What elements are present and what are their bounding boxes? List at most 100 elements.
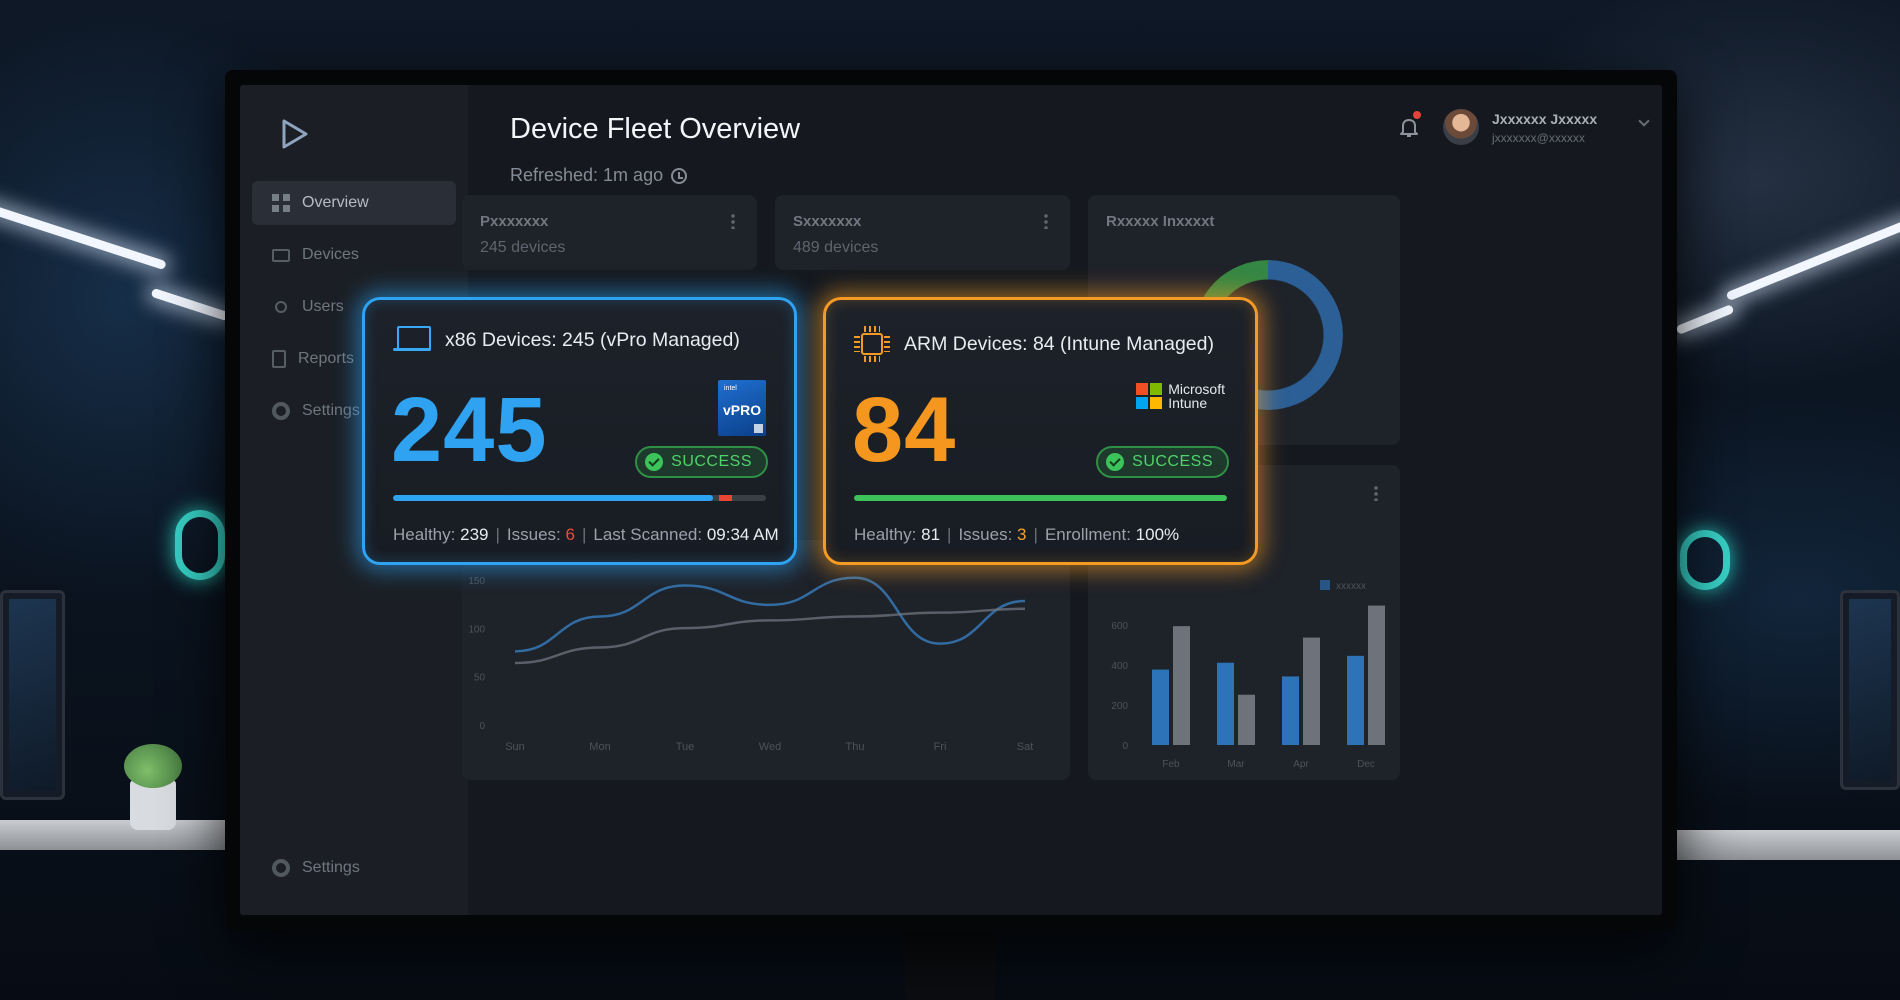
chevron-down-icon[interactable] [1638,115,1650,127]
page-title: Device Fleet Overview [510,113,801,145]
x-tick-label: Fri [934,741,947,753]
issues-value: 3 [1017,525,1027,544]
healthy-value: 239 [460,525,489,544]
bar-gray [1368,605,1385,745]
gear-icon [272,402,290,420]
dashboard-screen: Overview Devices Users Reports Settings [240,85,1662,915]
line-chart: 150 100 50 0 Sun Mon Tue Wed Thu Fri Sat [468,576,1034,753]
sidebar-bottom-label: Settings [302,859,360,876]
bar-blue [1217,662,1234,745]
y-tick-label: 200 [1111,701,1128,712]
notification-bell-icon[interactable] [1397,115,1421,139]
panel-title: Sxxxxxxx [793,213,862,230]
sidebar-item-label: Settings [302,402,360,419]
x-tick-label: Dec [1357,759,1375,770]
plant [124,744,182,830]
avatar[interactable] [1443,109,1479,145]
panel-title: Rxxxxx Inxxxxt [1106,213,1215,230]
healthy-value: 81 [921,525,941,544]
enrollment-label: Enrollment: [1044,525,1131,544]
bar-chart: xxxxxx 600 400 200 0 Feb Mar Apr Dec [1111,580,1385,770]
x86-devices-card[interactable]: x86 Devices: 245 (vPro Managed) intel vP… [362,297,797,565]
processor-chip-icon [854,326,890,362]
bar-gray [1238,694,1255,745]
arm-devices-card[interactable]: ARM Devices: 84 (Intune Managed) Microso… [823,297,1258,565]
bar-gray [1173,626,1190,745]
x-tick-label: Mar [1227,759,1245,770]
y-tick-label: 400 [1111,661,1128,672]
card-title: ARM Devices: 84 (Intune Managed) [904,332,1214,355]
card-header: x86 Devices: 245 (vPro Managed) [393,326,740,354]
last-scanned-value: 09:34 AM [706,525,779,544]
notification-dot [1413,111,1421,119]
sidebar-item-settings[interactable]: Settings [252,389,456,433]
user-email: jxxxxxxx@xxxxxx [1492,131,1585,145]
device-count: 84 [852,379,957,481]
monitor-frame: Overview Devices Users Reports Settings [225,70,1677,930]
grid-icon [272,194,290,212]
microsoft-intune-logo: Microsoft Intune [1136,382,1225,410]
badge-label: SUCCESS [671,453,752,470]
logo-line2: Intune [1168,395,1208,411]
document-icon [272,350,286,368]
progress-fill [393,495,714,501]
sidebar-item-label: Users [302,298,344,315]
y-tick-label: 50 [474,673,486,684]
issues-label: Issues: [506,525,561,544]
sidebar-bottom-settings[interactable]: Settings [272,859,360,877]
intel-vpro-logo: intel vPRO [718,380,766,436]
desk-right [1677,830,1900,860]
more-options-icon[interactable] [1044,213,1048,229]
enrollment-value: 100% [1135,525,1180,544]
status-badge: SUCCESS [635,446,768,478]
healthy-label: Healthy: [393,525,456,544]
card-title: x86 Devices: 245 (vPro Managed) [445,328,740,351]
device-count: 245 [391,379,548,481]
x-tick-label: Sun [505,741,525,753]
clock-icon[interactable] [671,167,688,184]
health-progress-bar [393,495,766,501]
logo-text-top: intel [724,385,737,392]
healthy-label: Healthy: [854,525,917,544]
neon-sign-right [1680,530,1730,590]
legend-label: xxxxxx [1336,581,1366,592]
panel-subtitle: 245 devices [480,239,566,256]
more-options-icon[interactable] [731,213,735,229]
x-tick-label: Wed [759,741,781,753]
sidebar-item-label: Devices [302,246,359,263]
panel-summary-1: Pxxxxxxx 245 devices [462,195,757,270]
y-tick-label: 0 [1122,741,1128,752]
refresh-status: Refreshed: 1m ago [510,165,688,186]
sidebar-item-overview[interactable]: Overview [252,181,456,225]
health-progress-bar [854,495,1227,501]
panel-title: Pxxxxxxx [480,213,549,230]
last-scanned-label: Last Scanned: [593,525,703,544]
sidebar-item-reports[interactable]: Reports [252,337,456,381]
x-tick-label: Sat [1017,741,1034,753]
card-stats: Healthy: 81 | Issues: 3 | Enrollment: 100% [854,525,1180,544]
more-options-icon[interactable] [1374,485,1378,501]
gear-icon [272,859,290,877]
progress-issue-segment [718,495,732,501]
bar-gray [1303,637,1320,745]
y-tick-label: 100 [468,624,485,635]
sidebar-item-devices[interactable]: Devices [252,233,456,277]
y-tick-label: 0 [479,721,485,732]
background-monitor-left [0,590,65,800]
laptop-icon [272,248,290,262]
status-badge: SUCCESS [1096,446,1229,478]
panel-line-chart [462,540,1070,780]
legend-swatch [1320,580,1330,590]
user-icon [275,301,287,313]
logo-text: vPRO [723,402,762,418]
badge-label: SUCCESS [1132,453,1213,470]
logo-line1: Microsoft [1168,381,1225,397]
bar-blue [1347,655,1364,745]
sidebar-item-label: Overview [302,194,369,211]
check-circle-icon [1106,453,1125,471]
sidebar-item-users[interactable]: Users [252,285,456,329]
user-name[interactable]: Jxxxxxx Jxxxxx [1492,111,1598,127]
sidebar-nav: Overview Devices Users Reports Settings [252,181,456,441]
x-tick-label: Apr [1293,759,1309,770]
bar-blue [1282,676,1299,745]
